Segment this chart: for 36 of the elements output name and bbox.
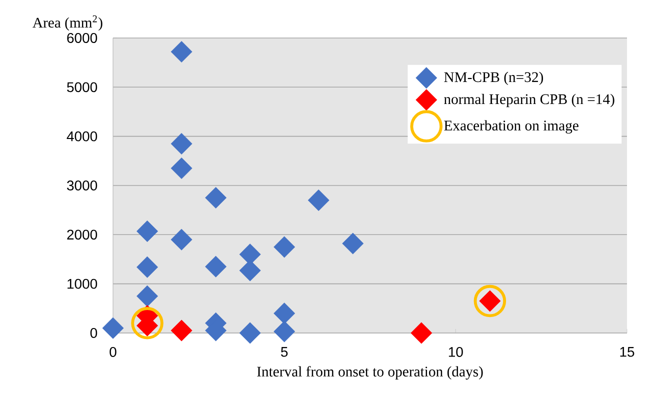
y-tick-label: 3000 <box>67 180 98 190</box>
legend-label: Exacerbation on image <box>444 120 578 134</box>
legend-label: NM-CPB (n=32) <box>444 72 544 86</box>
y-axis-title: Area (mm$^{2}$) <box>32 15 102 31</box>
y-tick-label: 5000 <box>67 82 98 92</box>
x-axis-title: Interval from onset to operation (days) <box>257 366 483 380</box>
x-tick-label: 0 <box>110 347 116 357</box>
y-tick-label: 2000 <box>67 230 98 240</box>
point <box>274 302 295 324</box>
point <box>308 190 330 211</box>
y-tick-label: 4000 <box>66 131 98 142</box>
legend-label: normal Heparin CPB (n =14) <box>444 94 614 108</box>
point <box>131 307 164 340</box>
y-tick-label: 6000 <box>67 33 98 43</box>
point <box>239 322 261 344</box>
point <box>170 158 192 179</box>
x-tick-label: 5 <box>281 347 288 357</box>
point <box>410 322 432 344</box>
point <box>474 284 506 318</box>
point <box>170 41 192 62</box>
point <box>342 232 364 254</box>
point <box>205 187 226 208</box>
point <box>170 320 192 342</box>
point <box>205 256 226 278</box>
point <box>274 236 295 258</box>
x-tick-label: 10 <box>448 347 463 357</box>
point <box>136 285 158 307</box>
y-tick-label: 1000 <box>68 278 98 289</box>
y-tick-label: 0 <box>90 328 98 338</box>
point <box>136 220 158 242</box>
point <box>170 133 192 154</box>
point <box>102 317 124 339</box>
x-tick-label: 15 <box>620 347 634 357</box>
point <box>274 320 295 342</box>
point <box>170 228 192 250</box>
point <box>136 256 158 278</box>
